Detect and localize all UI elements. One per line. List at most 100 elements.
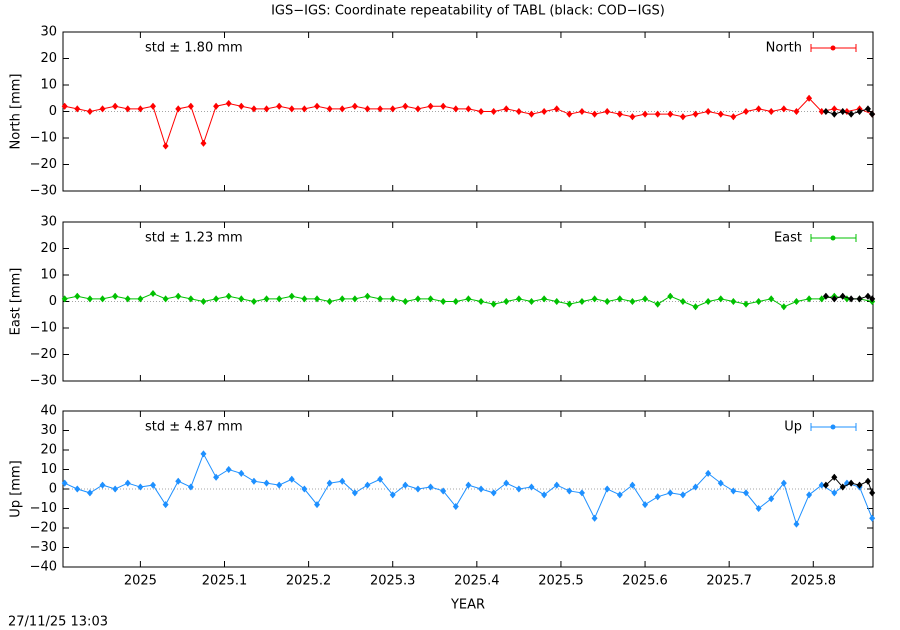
point: [793, 298, 800, 305]
point: [150, 290, 156, 298]
point: [351, 102, 358, 110]
point: [642, 295, 649, 303]
point: [427, 483, 434, 491]
point: [566, 487, 573, 495]
point: [61, 295, 68, 303]
point: [831, 105, 838, 113]
y-tick-label: 10: [40, 78, 57, 93]
point: [755, 298, 762, 305]
legend-label: Up: [784, 420, 802, 435]
point: [389, 105, 396, 113]
y-tick-label: −20: [30, 347, 57, 362]
point: [86, 489, 93, 497]
x-tick-label: 2025: [124, 574, 157, 589]
point: [869, 110, 876, 118]
figure-title: IGS−IGS: Coordinate repeatability of TAB…: [271, 4, 665, 19]
point: [364, 105, 371, 113]
point: [276, 295, 283, 303]
point: [175, 477, 182, 485]
point: [112, 102, 119, 110]
point: [553, 481, 560, 489]
point: [250, 298, 257, 305]
point: [276, 481, 283, 489]
point: [150, 481, 156, 489]
point: [452, 105, 459, 113]
point: [326, 479, 333, 487]
point: [389, 295, 396, 303]
point: [730, 487, 737, 495]
point: [200, 450, 207, 458]
point: [301, 105, 308, 113]
point: [427, 102, 434, 110]
point: [604, 485, 611, 493]
point: [705, 108, 712, 115]
point: [124, 295, 131, 303]
point: [314, 102, 321, 110]
point: [490, 489, 497, 497]
point: [679, 491, 686, 499]
point: [848, 110, 855, 118]
point: [780, 105, 787, 113]
point: [112, 485, 119, 493]
legend-point: [830, 45, 836, 51]
point: [124, 105, 131, 113]
point: [465, 481, 472, 489]
point: [440, 102, 447, 110]
point: [717, 295, 724, 303]
point: [692, 303, 699, 311]
point: [452, 503, 459, 511]
point: [705, 469, 712, 477]
y-tick-label: −10: [30, 321, 57, 336]
point: [162, 295, 169, 303]
point: [452, 298, 459, 305]
x-tick-label: 2025.5: [538, 574, 584, 589]
point: [806, 295, 813, 303]
point: [402, 481, 409, 489]
point: [629, 298, 636, 305]
y-tick-label: 40: [40, 404, 57, 419]
point: [768, 108, 775, 115]
x-tick-label: 2025.3: [370, 574, 416, 589]
point: [692, 483, 699, 491]
legend-label: East: [774, 231, 802, 246]
point: [187, 102, 194, 110]
point: [869, 514, 876, 522]
point: [856, 481, 863, 489]
point: [553, 105, 560, 113]
point: [61, 102, 68, 110]
point: [642, 501, 649, 509]
point: [124, 479, 131, 487]
y-tick-label: 20: [40, 51, 57, 66]
point: [213, 473, 220, 481]
point: [288, 475, 295, 483]
point: [793, 108, 800, 115]
point: [314, 295, 321, 303]
point: [61, 479, 68, 487]
point: [818, 295, 825, 303]
point: [515, 485, 522, 493]
point: [364, 481, 371, 489]
y-tick-label: 0: [49, 482, 57, 497]
point: [99, 295, 106, 303]
point: [755, 105, 762, 113]
point: [822, 108, 829, 115]
point: [553, 298, 560, 305]
std-annotation: std ± 4.87 mm: [145, 420, 243, 435]
timestamp: 27/11/25 13:03: [8, 615, 108, 630]
point: [604, 298, 611, 305]
x-tick-label: 2025.6: [622, 574, 668, 589]
point: [301, 485, 308, 493]
point: [490, 108, 497, 115]
point: [831, 489, 838, 497]
point: [137, 105, 144, 113]
point: [541, 108, 548, 115]
point: [175, 292, 182, 300]
point: [339, 477, 346, 485]
y-tick-label: −10: [30, 501, 57, 516]
point: [848, 295, 855, 303]
point: [864, 105, 871, 113]
y-tick-label: 10: [40, 268, 57, 283]
point: [503, 479, 510, 487]
point: [566, 300, 573, 308]
